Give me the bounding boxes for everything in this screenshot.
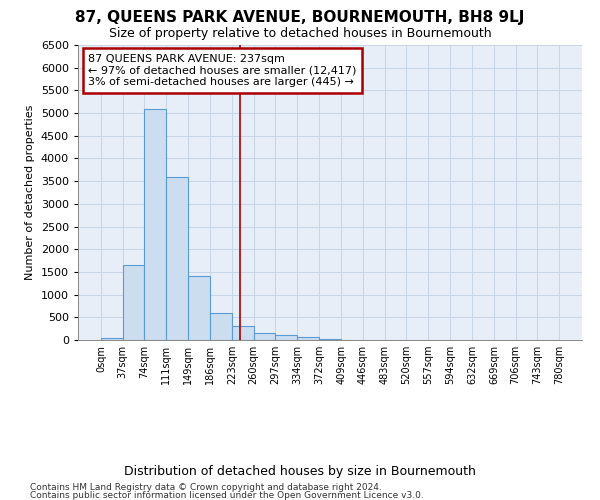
Bar xyxy=(166,176,188,340)
Y-axis label: Number of detached properties: Number of detached properties xyxy=(25,105,35,280)
Bar xyxy=(188,276,210,340)
Bar xyxy=(232,326,254,340)
Bar xyxy=(275,335,297,340)
Text: Contains public sector information licensed under the Open Government Licence v3: Contains public sector information licen… xyxy=(30,491,424,500)
Text: Size of property relative to detached houses in Bournemouth: Size of property relative to detached ho… xyxy=(109,28,491,40)
Bar xyxy=(254,333,275,340)
Text: Contains HM Land Registry data © Crown copyright and database right 2024.: Contains HM Land Registry data © Crown c… xyxy=(30,482,382,492)
Text: Distribution of detached houses by size in Bournemouth: Distribution of detached houses by size … xyxy=(124,465,476,478)
Text: 87 QUEENS PARK AVENUE: 237sqm
← 97% of detached houses are smaller (12,417)
3% o: 87 QUEENS PARK AVENUE: 237sqm ← 97% of d… xyxy=(88,54,356,87)
Bar xyxy=(145,108,166,340)
Bar xyxy=(101,338,122,340)
Text: 87, QUEENS PARK AVENUE, BOURNEMOUTH, BH8 9LJ: 87, QUEENS PARK AVENUE, BOURNEMOUTH, BH8… xyxy=(76,10,524,25)
Bar xyxy=(319,339,341,340)
Bar xyxy=(122,265,145,340)
Bar xyxy=(210,313,232,340)
Bar xyxy=(297,336,319,340)
